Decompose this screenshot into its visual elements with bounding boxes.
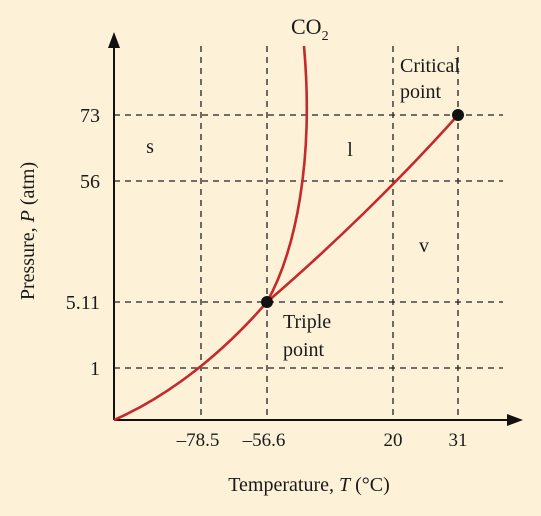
sublimation-curve xyxy=(113,301,268,422)
x-axis-title: Temperature, T (°C) xyxy=(228,474,390,496)
critical-point-label-line1: Critical xyxy=(400,55,460,77)
critical-point-label-line2: point xyxy=(400,81,442,103)
axes xyxy=(108,32,523,426)
y-tick-5-11: 5.11 xyxy=(66,292,100,314)
vaporization-curve xyxy=(266,114,459,303)
region-solid-label: s xyxy=(146,136,154,158)
triple-point-label-line2: point xyxy=(283,339,325,361)
x-axis-arrow xyxy=(507,414,523,426)
y-tick-73: 73 xyxy=(80,105,100,127)
y-tick-56: 56 xyxy=(80,171,100,193)
y-tick-1: 1 xyxy=(90,358,100,380)
region-vapor-label: v xyxy=(419,235,429,257)
melting-curve xyxy=(265,45,309,303)
diagram-title: CO2 xyxy=(291,14,329,44)
x-tick-78-5: –78.5 xyxy=(176,430,220,451)
region-liquid-label: l xyxy=(347,139,353,161)
triple-point-label-line1: Triple xyxy=(283,311,331,333)
y-axis-arrow xyxy=(108,32,120,48)
x-tick-20: 20 xyxy=(384,430,403,451)
critical-point-marker xyxy=(452,109,464,121)
y-axis-title: Pressure, P (atm) xyxy=(17,162,39,300)
phase-boundaries xyxy=(113,45,459,422)
x-tick-56-6: –56.6 xyxy=(242,430,286,451)
x-tick-31: 31 xyxy=(449,430,468,451)
triple-point-marker xyxy=(261,296,273,308)
grid-lines xyxy=(114,46,503,420)
